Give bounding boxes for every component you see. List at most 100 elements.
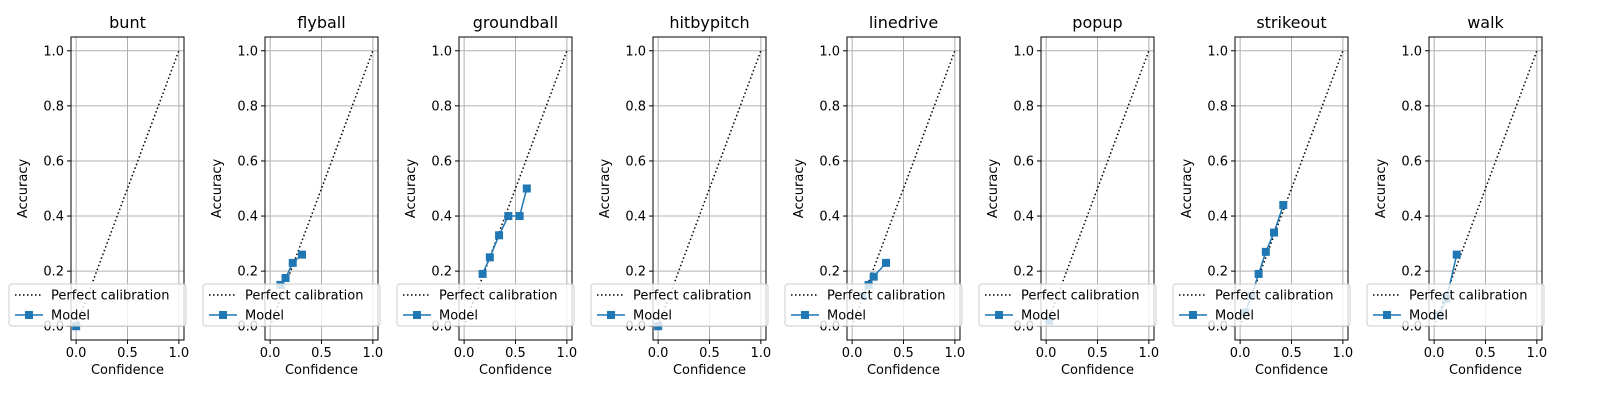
y-tick-label: 1.0: [431, 44, 452, 59]
legend-model-swatch-marker: [219, 311, 227, 319]
perfect-calibration-line: [657, 50, 762, 327]
y-tick-label: 0.2: [625, 265, 646, 280]
y-tick-label: 0.6: [1401, 154, 1422, 169]
y-tick-label: 0.6: [819, 154, 840, 169]
subplot-title: walk: [1467, 13, 1504, 32]
y-tick-label: 0.8: [819, 99, 840, 114]
x-axis-label: Confidence: [285, 363, 358, 378]
x-tick-label: 0.5: [1281, 346, 1302, 361]
y-tick-label: 0.8: [43, 99, 64, 114]
y-axis-label: Accuracy: [16, 159, 31, 219]
x-axis-label: Confidence: [867, 363, 940, 378]
x-tick-label: 1.0: [363, 346, 384, 361]
legend-box: [1366, 283, 1545, 327]
subplot-linedrive: 0.0 0.5 1.00.00.20.40.60.81.0linedriveConf…: [784, 13, 965, 378]
y-tick-label: 0.6: [1013, 154, 1034, 169]
model-point: [297, 250, 306, 259]
legend: Perfect calibration Model: [1172, 283, 1351, 327]
x-tick-label: 0.5: [1475, 346, 1496, 361]
legend-model-label: Model: [633, 309, 672, 324]
y-tick-label: 0.6: [1207, 154, 1228, 169]
legend-perfect-label: Perfect calibration: [827, 289, 945, 304]
x-tick-label: 1.0: [1333, 346, 1354, 361]
y-tick-label: 0.4: [431, 210, 452, 225]
legend-perfect-label: Perfect calibration: [1409, 289, 1527, 304]
x-tick-label: 0.0: [260, 346, 281, 361]
legend-box: [784, 283, 963, 327]
legend-model-label: Model: [439, 309, 478, 324]
y-tick-label: 0.2: [43, 265, 64, 280]
x-tick-label: 1.0: [1139, 346, 1160, 361]
legend-model-label: Model: [51, 309, 90, 324]
model-point: [504, 212, 513, 221]
x-tick-label: 0.0: [648, 346, 669, 361]
legend: Perfect calibration Model: [8, 283, 187, 327]
legend-model-label: Model: [1215, 309, 1254, 324]
x-tick-label: 0.5: [1087, 346, 1108, 361]
perfect-calibration-line: [463, 50, 568, 327]
legend-model-swatch-marker: [25, 311, 33, 319]
y-tick-label: 0.8: [237, 99, 258, 114]
y-tick-label: 0.6: [237, 154, 258, 169]
model-point: [522, 184, 531, 193]
y-tick-label: 1.0: [237, 44, 258, 59]
y-axis-label: Accuracy: [1180, 159, 1195, 219]
legend-model-label: Model: [1021, 309, 1060, 324]
y-tick-label: 0.6: [431, 154, 452, 169]
y-tick-label: 0.4: [625, 210, 646, 225]
y-axis-label: Accuracy: [404, 159, 419, 219]
model-point: [515, 212, 524, 221]
subplot-flyball: 0.0 0.5 1.00.00.20.40.60.81.0flyballConfid…: [202, 13, 384, 378]
model-point: [1261, 247, 1270, 256]
subplot-hitbypitch: 0.0 0.5 1.00.00.20.40.60.81.0hitbypitchCon…: [590, 13, 771, 378]
y-tick-label: 0.6: [43, 154, 64, 169]
legend: Perfect calibration Model: [202, 283, 381, 327]
legend-model-swatch-marker: [801, 311, 809, 319]
legend: Perfect calibration Model: [396, 283, 575, 327]
legend-box: [978, 283, 1157, 327]
legend-model-swatch-marker: [1383, 311, 1391, 319]
x-tick-label: 0.0: [1036, 346, 1057, 361]
x-tick-label: 0.0: [1230, 346, 1251, 361]
legend-model-label: Model: [827, 309, 866, 324]
y-tick-label: 0.8: [431, 99, 452, 114]
x-tick-label: 0.5: [699, 346, 720, 361]
x-tick-label: 0.5: [893, 346, 914, 361]
model-point: [485, 253, 494, 262]
y-tick-label: 0.8: [1401, 99, 1422, 114]
y-tick-label: 0.8: [1013, 99, 1034, 114]
y-tick-label: 1.0: [1207, 44, 1228, 59]
y-axis-label: Accuracy: [598, 159, 613, 219]
model-point: [1452, 250, 1461, 259]
subplot-walk: 0.0 0.5 1.00.00.20.40.60.81.0walkConfidenc…: [1366, 13, 1547, 378]
legend: Perfect calibration Model: [978, 283, 1157, 327]
y-tick-label: 0.8: [625, 99, 646, 114]
x-tick-label: 0.0: [1424, 346, 1445, 361]
x-axis-label: Confidence: [673, 363, 746, 378]
legend-model-swatch-marker: [607, 311, 615, 319]
y-axis-label: Accuracy: [210, 159, 225, 219]
subplot-strikeout: 0.0 0.5 1.00.00.20.40.60.81.0strikeoutConf…: [1172, 13, 1354, 378]
subplot-title: flyball: [297, 13, 345, 32]
legend-model-label: Model: [245, 309, 284, 324]
y-tick-label: 0.4: [819, 210, 840, 225]
perfect-calibration-line: [75, 50, 180, 327]
y-tick-label: 0.2: [1013, 265, 1034, 280]
x-tick-label: 1.0: [557, 346, 578, 361]
y-tick-label: 0.4: [1013, 210, 1034, 225]
y-tick-label: 0.4: [43, 210, 64, 225]
legend-box: [590, 283, 769, 327]
legend-model-swatch-marker: [995, 311, 1003, 319]
perfect-calibration-line: [851, 50, 956, 327]
legend-model-swatch-marker: [1189, 311, 1197, 319]
y-tick-label: 1.0: [625, 44, 646, 59]
y-tick-label: 0.2: [1401, 265, 1422, 280]
y-tick-label: 0.2: [237, 265, 258, 280]
x-axis-label: Confidence: [1255, 363, 1328, 378]
subplot-title: popup: [1072, 13, 1122, 32]
legend-box: [1172, 283, 1351, 327]
model-point: [495, 231, 504, 240]
subplot-title: strikeout: [1256, 13, 1326, 32]
y-tick-label: 1.0: [1013, 44, 1034, 59]
